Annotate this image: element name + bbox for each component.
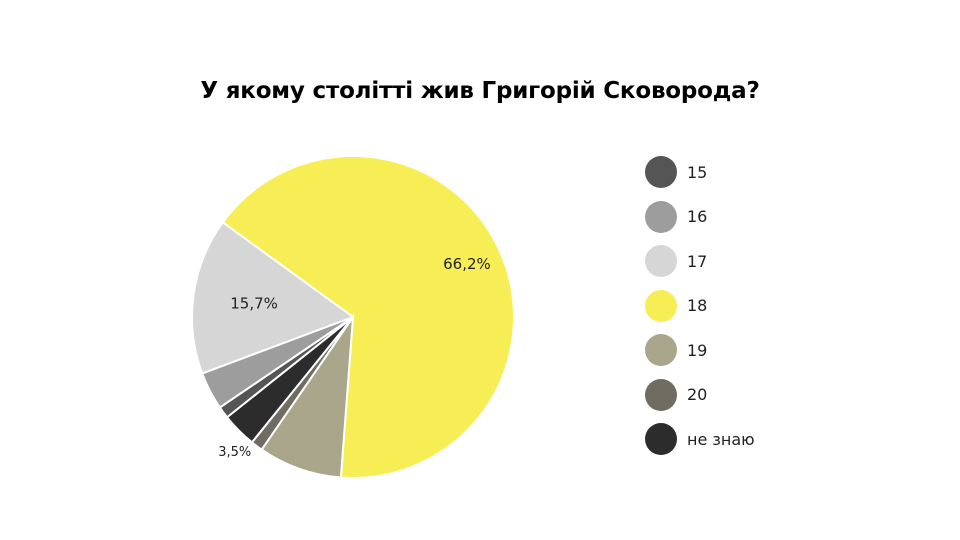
legend-item-16: 16 (645, 200, 708, 233)
legend-swatch-icon (645, 156, 677, 188)
slice-label-18: 66,2% (443, 255, 491, 273)
slice-label-не-знаю: 3,5% (218, 445, 251, 460)
legend-item-18: 18 (645, 289, 708, 322)
chart-title: У якому столітті жив Григорій Сковорода? (200, 78, 760, 104)
legend-label: 17 (687, 251, 708, 271)
legend-swatch-icon (645, 334, 677, 366)
legend-swatch-icon (645, 289, 677, 322)
legend-item-не-знаю: не знаю (645, 423, 755, 455)
legend-swatch-icon (645, 245, 677, 277)
pie-slice-17 (191, 220, 356, 375)
legend-swatch-icon (645, 423, 677, 455)
legend-label: 18 (687, 296, 708, 315)
slice-label-17: 15,7% (230, 295, 278, 313)
legend-item-20: 20 (645, 378, 708, 411)
legend-item-15: 15 (645, 156, 707, 188)
legend-item-19: 19 (645, 334, 707, 366)
legend-label: 20 (687, 385, 708, 404)
legend-label: 16 (687, 207, 708, 226)
legend-label: не знаю (687, 429, 755, 449)
legend-label: 15 (687, 162, 708, 182)
legend-item-17: 17 (645, 245, 707, 277)
pie-slice-19 (260, 313, 355, 479)
legend-swatch-icon (645, 200, 677, 233)
legend-label: 19 (687, 340, 708, 360)
pie-slice-18 (221, 155, 515, 479)
legend-swatch-icon (645, 378, 677, 411)
